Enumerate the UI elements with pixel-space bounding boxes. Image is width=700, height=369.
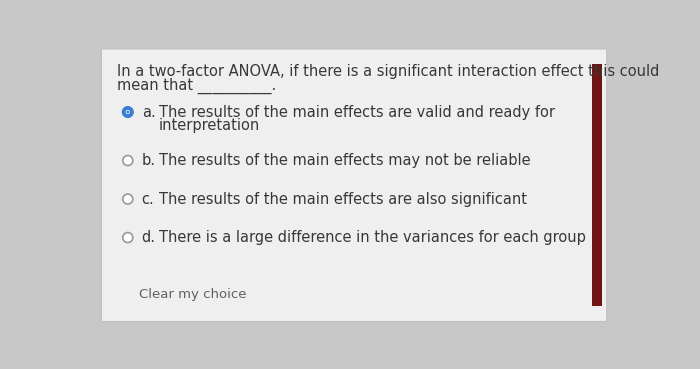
Circle shape: [122, 194, 133, 204]
Text: mean that __________.: mean that __________.: [117, 78, 276, 94]
Text: c.: c.: [141, 192, 155, 207]
Circle shape: [122, 107, 133, 117]
Circle shape: [122, 156, 133, 166]
Circle shape: [127, 111, 130, 113]
Bar: [592, 64, 602, 306]
Text: The results of the main effects are valid and ready for: The results of the main effects are vali…: [159, 104, 555, 120]
FancyBboxPatch shape: [102, 49, 607, 321]
Text: d.: d.: [141, 230, 155, 245]
Text: The results of the main effects may not be reliable: The results of the main effects may not …: [159, 153, 531, 168]
Text: The results of the main effects are also significant: The results of the main effects are also…: [159, 192, 527, 207]
Text: b.: b.: [141, 153, 155, 168]
Text: interpretation: interpretation: [159, 118, 260, 132]
Text: Clear my choice: Clear my choice: [139, 287, 246, 301]
Circle shape: [122, 232, 133, 242]
Text: There is a large difference in the variances for each group: There is a large difference in the varia…: [159, 230, 586, 245]
Circle shape: [126, 110, 130, 114]
Text: In a two-factor ANOVA, if there is a significant interaction effect this could: In a two-factor ANOVA, if there is a sig…: [117, 64, 659, 79]
Text: a.: a.: [141, 104, 155, 120]
